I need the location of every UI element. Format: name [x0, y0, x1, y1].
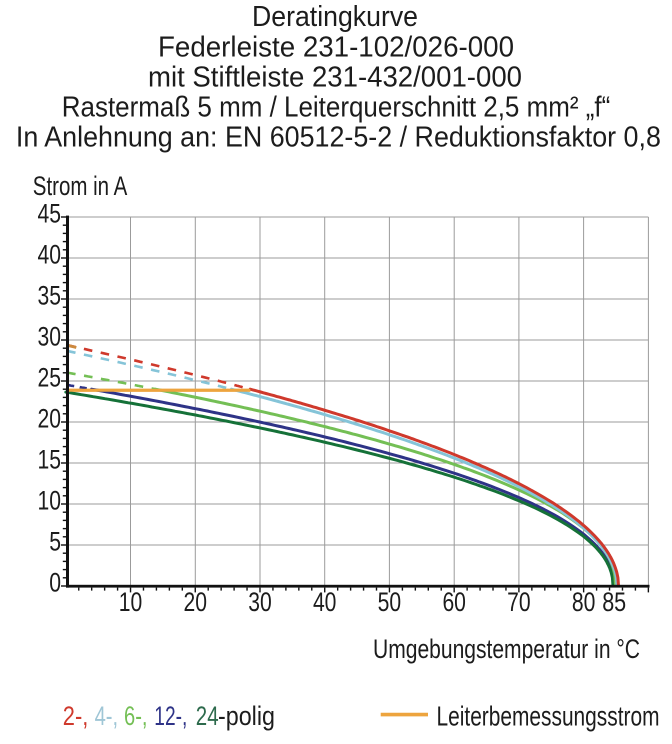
- svg-text:85: 85: [602, 587, 626, 617]
- svg-text:6-,: 6-,: [124, 701, 148, 731]
- svg-text:10: 10: [38, 486, 62, 516]
- svg-text:Deratingkurve: Deratingkurve: [252, 1, 418, 33]
- svg-text:25: 25: [38, 363, 62, 393]
- svg-text:4-,: 4-,: [95, 701, 119, 731]
- svg-text:-polig: -polig: [218, 701, 275, 731]
- svg-text:In Anlehnung an: EN 60512-5-2: In Anlehnung an: EN 60512-5-2 / Reduktio…: [16, 122, 661, 154]
- svg-text:Umgebungstemperatur in °C: Umgebungstemperatur in °C: [373, 634, 640, 664]
- svg-text:80: 80: [572, 587, 596, 617]
- svg-text:Federleiste 231-102/026-000: Federleiste 231-102/026-000: [158, 32, 514, 64]
- svg-text:70: 70: [507, 587, 531, 617]
- svg-text:15: 15: [38, 445, 62, 475]
- svg-text:Leiterbemessungsstrom: Leiterbemessungsstrom: [437, 701, 660, 732]
- svg-text:60: 60: [442, 587, 466, 617]
- svg-text:12-,: 12-,: [154, 701, 187, 731]
- svg-text:Rastermaß 5 mm / Leiterquersch: Rastermaß 5 mm / Leiterquerschnitt 2,5 m…: [62, 92, 611, 124]
- svg-text:24: 24: [196, 701, 219, 731]
- svg-text:50: 50: [378, 587, 402, 617]
- svg-text:0: 0: [49, 568, 61, 598]
- svg-text:40: 40: [38, 240, 62, 270]
- svg-text:20: 20: [38, 404, 62, 434]
- svg-text:20: 20: [184, 587, 208, 617]
- svg-text:30: 30: [38, 322, 62, 352]
- svg-text:40: 40: [313, 587, 337, 617]
- svg-text:5: 5: [49, 527, 61, 557]
- svg-text:Strom in A: Strom in A: [33, 171, 128, 201]
- svg-text:30: 30: [248, 587, 272, 617]
- svg-text:mit Stiftleiste 231-432/001-00: mit Stiftleiste 231-432/001-000: [148, 62, 522, 94]
- svg-text:35: 35: [38, 281, 62, 311]
- svg-text:2-,: 2-,: [63, 701, 89, 731]
- svg-text:45: 45: [38, 199, 62, 229]
- svg-text:10: 10: [119, 587, 143, 617]
